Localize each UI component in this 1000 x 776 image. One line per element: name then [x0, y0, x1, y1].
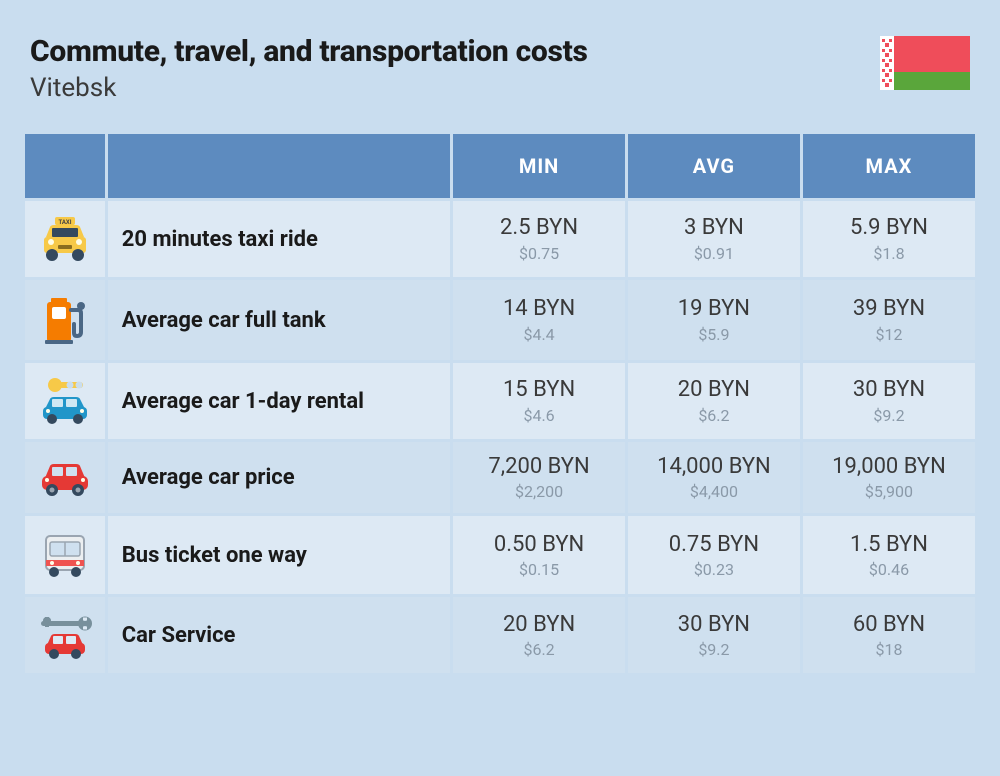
header-avg: AVG — [628, 134, 800, 198]
cell-avg: 3 BYN $0.91 — [628, 201, 800, 277]
svg-text:TAXI: TAXI — [58, 219, 71, 226]
value-primary: 3 BYN — [634, 215, 794, 241]
value-secondary: $5.9 — [634, 325, 794, 344]
header-icon-col — [25, 134, 105, 198]
cell-max: 19,000 BYN $5,900 — [803, 442, 975, 513]
header-text: Commute, travel, and transportation cost… — [30, 34, 588, 103]
value-secondary: $9.2 — [809, 406, 969, 425]
page-subtitle: Vitebsk — [30, 73, 588, 103]
value-primary: 0.75 BYN — [634, 532, 794, 558]
cell-min: 20 BYN $6.2 — [453, 597, 625, 673]
page-title: Commute, travel, and transportation cost… — [30, 34, 588, 69]
value-primary: 20 BYN — [634, 377, 794, 403]
row-label: Car Service — [108, 597, 450, 673]
value-secondary: $2,200 — [459, 482, 619, 501]
cell-max: 39 BYN $12 — [803, 280, 975, 360]
value-secondary: $18 — [809, 640, 969, 659]
value-primary: 5.9 BYN — [809, 215, 969, 241]
value-secondary: $4.6 — [459, 406, 619, 425]
value-primary: 0.50 BYN — [459, 532, 619, 558]
cell-min: 0.50 BYN $0.15 — [453, 516, 625, 594]
cell-avg: 20 BYN $6.2 — [628, 363, 800, 439]
cell-max: 1.5 BYN $0.46 — [803, 516, 975, 594]
value-secondary: $0.15 — [459, 560, 619, 579]
value-primary: 20 BYN — [459, 612, 619, 638]
value-secondary: $0.75 — [459, 244, 619, 263]
row-label: Average car price — [108, 442, 450, 513]
service-icon — [25, 597, 105, 673]
row-label: Bus ticket one way — [108, 516, 450, 594]
table-row: Bus ticket one way 0.50 BYN $0.15 0.75 BYN $… — [25, 516, 975, 594]
page-header: Commute, travel, and transportation cost… — [22, 34, 978, 103]
value-primary: 60 BYN — [809, 612, 969, 638]
table-header-row: MIN AVG MAX — [25, 134, 975, 198]
value-primary: 7,200 BYN — [459, 454, 619, 480]
cell-avg: 30 BYN $9.2 — [628, 597, 800, 673]
value-primary: 14 BYN — [459, 296, 619, 322]
cell-avg: 19 BYN $5.9 — [628, 280, 800, 360]
value-primary: 39 BYN — [809, 296, 969, 322]
cell-min: 7,200 BYN $2,200 — [453, 442, 625, 513]
value-secondary: $4.4 — [459, 325, 619, 344]
cell-avg: 0.75 BYN $0.23 — [628, 516, 800, 594]
value-primary: 14,000 BYN — [634, 454, 794, 480]
bus-icon — [25, 516, 105, 594]
value-secondary: $6.2 — [634, 406, 794, 425]
value-primary: 15 BYN — [459, 377, 619, 403]
car-icon — [25, 442, 105, 513]
value-primary: 1.5 BYN — [809, 532, 969, 558]
cell-avg: 14,000 BYN $4,400 — [628, 442, 800, 513]
value-secondary: $1.8 — [809, 244, 969, 263]
row-label: Average car full tank — [108, 280, 450, 360]
taxi-icon: TAXI — [25, 201, 105, 277]
header-max: MAX — [803, 134, 975, 198]
value-secondary: $6.2 — [459, 640, 619, 659]
table-row: Average car full tank 14 BYN $4.4 19 BYN $5.… — [25, 280, 975, 360]
belarus-flag-icon — [880, 36, 970, 94]
value-primary: 30 BYN — [634, 612, 794, 638]
cell-max: 60 BYN $18 — [803, 597, 975, 673]
value-primary: 19 BYN — [634, 296, 794, 322]
table-row: TAXI 20 minutes taxi ride 2.5 BYN $0.75 3 B… — [25, 201, 975, 277]
row-label: 20 minutes taxi ride — [108, 201, 450, 277]
fuel-icon — [25, 280, 105, 360]
table-row: Average car 1-day rental 15 BYN $4.6 20 BYN… — [25, 363, 975, 439]
table-row: Car Service 20 BYN $6.2 30 BYN $9.2 60 BYN $18 — [25, 597, 975, 673]
header-label-col — [108, 134, 450, 198]
value-secondary: $5,900 — [809, 482, 969, 501]
row-label: Average car 1-day rental — [108, 363, 450, 439]
value-primary: 19,000 BYN — [809, 454, 969, 480]
costs-table: MIN AVG MAX TAXI 20 minutes taxi ride2.5… — [22, 131, 978, 676]
cell-min: 14 BYN $4.4 — [453, 280, 625, 360]
cell-min: 15 BYN $4.6 — [453, 363, 625, 439]
value-secondary: $0.91 — [634, 244, 794, 263]
value-primary: 2.5 BYN — [459, 215, 619, 241]
cell-max: 30 BYN $9.2 — [803, 363, 975, 439]
value-secondary: $4,400 — [634, 482, 794, 501]
table-row: Average car price 7,200 BYN $2,200 14,000 B… — [25, 442, 975, 513]
value-secondary: $0.46 — [809, 560, 969, 579]
value-primary: 30 BYN — [809, 377, 969, 403]
value-secondary: $9.2 — [634, 640, 794, 659]
cell-min: 2.5 BYN $0.75 — [453, 201, 625, 277]
header-min: MIN — [453, 134, 625, 198]
value-secondary: $12 — [809, 325, 969, 344]
value-secondary: $0.23 — [634, 560, 794, 579]
rental-icon — [25, 363, 105, 439]
cell-max: 5.9 BYN $1.8 — [803, 201, 975, 277]
